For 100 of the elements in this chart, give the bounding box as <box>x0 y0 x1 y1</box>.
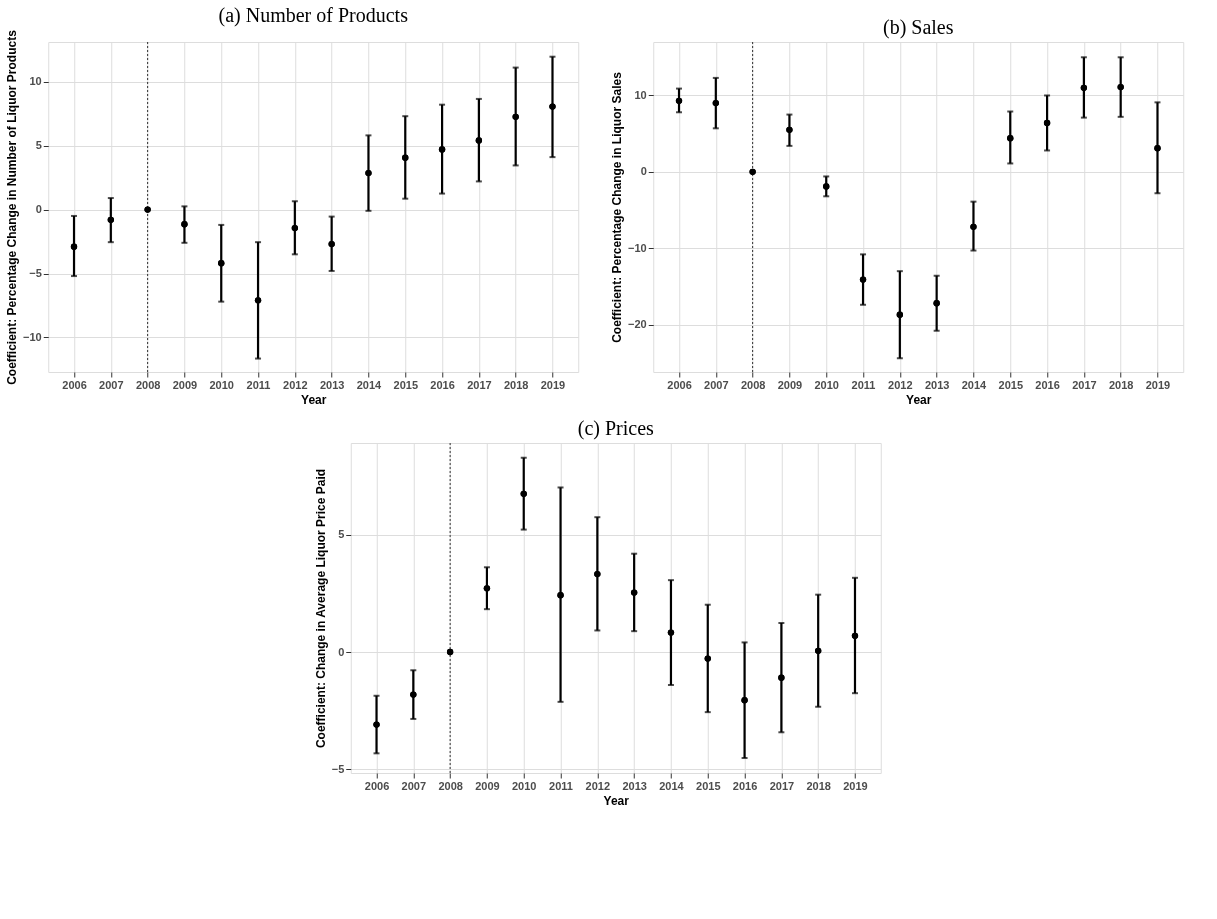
point <box>373 721 380 728</box>
point <box>475 137 483 144</box>
x-tick-label: 2018 <box>1108 378 1134 391</box>
y-tick-label: 5 <box>338 528 345 541</box>
point <box>1007 135 1014 142</box>
y-tick-label: 10 <box>29 75 42 88</box>
point <box>851 632 859 640</box>
x-tick-label: 2006 <box>62 378 87 391</box>
point <box>667 629 675 636</box>
x-tick-label: 2011 <box>851 378 876 391</box>
point <box>144 206 151 213</box>
point <box>483 585 491 592</box>
x-tick-label: 2010 <box>511 779 537 792</box>
x-tick-label: 2007 <box>704 378 729 391</box>
point <box>1080 84 1088 91</box>
x-tick-label: 2013 <box>319 378 345 391</box>
x-tick-label: 2009 <box>172 378 198 391</box>
point <box>291 224 299 232</box>
point <box>741 697 748 704</box>
x-tick-label: 2019 <box>540 378 566 391</box>
point <box>712 99 719 107</box>
point <box>512 113 519 120</box>
point <box>933 300 940 307</box>
x-tick-label: 2012 <box>283 378 308 391</box>
point <box>410 691 417 698</box>
y-tick-label: −10 <box>23 330 42 343</box>
x-tick-label: 2018 <box>503 378 529 391</box>
x-tick-label: 2008 <box>438 779 463 792</box>
x-tick-label: 2017 <box>1072 378 1097 391</box>
point <box>446 648 454 656</box>
point <box>438 146 446 153</box>
chart-title: (a) Number of Products <box>218 3 409 27</box>
x-tick-label: 2013 <box>622 779 647 792</box>
x-tick-label: 2016 <box>732 779 758 792</box>
x-tick-label: 2011 <box>549 779 573 792</box>
y-tick-label: 0 <box>640 165 647 178</box>
chart-title: (c) Prices <box>577 416 654 440</box>
point <box>749 168 756 176</box>
x-axis-title: Year <box>603 793 630 808</box>
x-tick-label: 2006 <box>364 779 390 792</box>
x-tick-label: 2017 <box>769 779 795 792</box>
point <box>402 154 409 161</box>
point <box>254 297 262 304</box>
point <box>520 490 527 497</box>
y-tick-label: −20 <box>628 318 647 331</box>
x-axis-title: Year <box>906 392 932 407</box>
point <box>704 655 711 662</box>
point <box>896 311 904 318</box>
point <box>594 570 601 578</box>
x-tick-label: 2014 <box>961 378 988 391</box>
point <box>815 647 822 654</box>
x-tick-label: 2010 <box>209 378 234 391</box>
point <box>549 103 556 110</box>
y-axis-title: Coefficient: Change in Average Liquor Price Paid <box>313 468 328 749</box>
x-tick-label: 2016 <box>1035 378 1060 391</box>
y-tick-label: 5 <box>35 139 42 152</box>
x-tick-label: 2010 <box>814 378 839 391</box>
y-tick-label: −5 <box>29 267 42 280</box>
point <box>1117 83 1124 91</box>
x-tick-label: 2012 <box>888 378 913 391</box>
x-tick-label: 2007 <box>401 779 427 792</box>
point <box>181 221 188 228</box>
x-tick-label: 2015 <box>696 779 721 792</box>
x-tick-label: 2019 <box>1145 378 1171 391</box>
x-tick-label: 2008 <box>135 378 161 391</box>
x-tick-label: 2019 <box>843 779 868 792</box>
x-tick-label: 2011 <box>246 378 271 391</box>
point <box>778 674 785 681</box>
point <box>70 243 78 250</box>
point <box>218 260 225 267</box>
point <box>970 223 977 231</box>
x-tick-label: 2007 <box>99 378 124 391</box>
y-tick-label: 0 <box>35 203 42 216</box>
x-tick-label: 2015 <box>393 378 419 391</box>
point <box>328 240 335 248</box>
x-tick-label: 2014 <box>659 779 685 792</box>
chart-title: (b) Sales <box>882 15 954 39</box>
x-tick-label: 2009 <box>475 779 500 792</box>
y-axis-title: Coefficient: Percentage Change in Number of Liquor Products <box>5 29 20 385</box>
x-tick-label: 2012 <box>585 779 611 792</box>
point <box>823 183 830 190</box>
x-tick-label: 2017 <box>467 378 492 391</box>
x-tick-label: 2008 <box>740 378 766 391</box>
x-tick-label: 2016 <box>430 378 455 391</box>
x-tick-label: 2018 <box>806 779 831 792</box>
point <box>859 276 867 283</box>
point <box>786 126 793 133</box>
x-tick-label: 2014 <box>356 378 383 391</box>
point <box>107 216 114 223</box>
y-axis-title: Coefficient: Percentage Change in Liquor Sales <box>610 71 625 343</box>
x-tick-label: 2006 <box>667 378 692 391</box>
x-tick-label: 2009 <box>777 378 803 391</box>
x-axis-title: Year <box>301 392 327 407</box>
point <box>365 169 372 177</box>
x-tick-label: 2015 <box>998 378 1024 391</box>
y-tick-label: 0 <box>338 645 345 658</box>
x-tick-label: 2013 <box>924 378 950 391</box>
point <box>630 589 638 596</box>
point <box>1043 119 1051 127</box>
point <box>557 591 564 599</box>
